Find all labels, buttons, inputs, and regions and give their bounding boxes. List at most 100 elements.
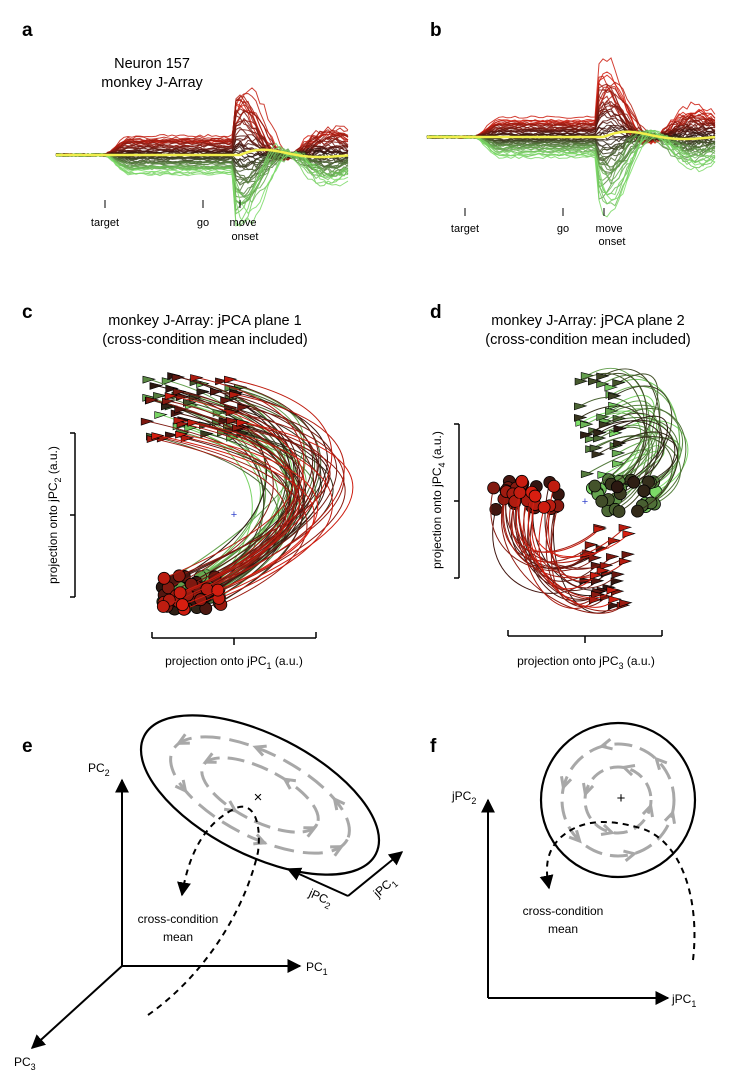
trajectory-c <box>163 378 333 607</box>
trajectory-d <box>617 437 682 492</box>
trajectory-end-c <box>190 374 204 382</box>
panel-b-psth-traces <box>426 57 716 218</box>
trajectory-end-c <box>165 385 179 393</box>
rotation-arrowhead <box>623 849 638 862</box>
trajectory-end-d <box>619 599 633 608</box>
trajectory-c <box>151 399 274 589</box>
trajectory-end-d <box>606 552 620 561</box>
panel-a-event-go: go <box>197 217 209 229</box>
trajectory-c <box>187 411 345 596</box>
panel-c-mean-marker: + <box>231 509 237 521</box>
panel-c-trajectories <box>140 372 354 616</box>
trajectory-end-c <box>196 388 210 396</box>
panel-e-rotation-outer <box>169 735 351 855</box>
panel-c-title-line1: monkey J-Array: jPCA plane 1 <box>108 313 301 329</box>
trajectory-end-d <box>596 413 610 422</box>
trajectory-end-d <box>608 392 622 401</box>
trajectory-c <box>155 384 268 588</box>
panel-b-event-go: go <box>557 223 569 235</box>
panel-e-label-pc2: PC2 <box>88 761 110 778</box>
trajectory-start-d <box>631 504 644 518</box>
trajectory-end-d <box>612 379 626 387</box>
rotation-arrowhead <box>330 845 345 857</box>
trajectory-d <box>602 374 661 482</box>
panel-label-f: f <box>430 736 437 757</box>
trajectory-d <box>617 415 668 488</box>
trajectory-end-c <box>140 417 155 426</box>
panel-a-event-move-line1: move <box>230 217 257 229</box>
trajectory-end-c <box>176 420 191 429</box>
trajectory-end-c <box>142 375 156 384</box>
panel-d-ylabel: projection onto jPC4 (a.u.) <box>430 431 447 569</box>
panel-e-label-pc1: PC1 <box>306 960 328 977</box>
panel-d-trajectories <box>487 367 689 614</box>
trajectory-end-c <box>224 375 238 384</box>
trajectory-d <box>523 496 626 612</box>
trajectory-end-d <box>596 566 611 575</box>
rotation-arrowhead <box>600 823 616 836</box>
trajectory-end-d <box>574 402 588 411</box>
panel-e-mean-cross: × <box>254 789 263 806</box>
panel-c-xlabel: projection onto jPC1 (a.u.) <box>165 654 303 671</box>
trajectory-end-d <box>613 439 627 448</box>
trajectory-end-c <box>200 430 214 438</box>
trajectory-d <box>513 487 618 601</box>
trajectory-end-d <box>612 414 627 423</box>
trajectory-end-d <box>611 570 625 579</box>
trajectory-d <box>502 490 592 563</box>
trajectory-end-c <box>175 430 189 439</box>
trajectory-c <box>157 435 315 591</box>
trajectory-end-c <box>171 373 186 382</box>
trajectory-c <box>162 421 290 603</box>
trajectory-start-c <box>156 600 170 613</box>
trajectory-end-d <box>593 525 607 534</box>
trajectory-end-d <box>613 425 627 433</box>
panel-a-event-target: target <box>91 217 119 229</box>
panel-f-annotation-line2: mean <box>548 922 578 936</box>
trajectory-end-d <box>608 601 622 610</box>
trajectory-c <box>163 376 305 603</box>
trajectory-end-d <box>610 577 625 586</box>
trajectory-start-d <box>588 479 602 493</box>
rotation-arrowhead <box>560 776 573 791</box>
mean-trace <box>56 148 349 159</box>
trajectory-end-d <box>599 561 614 570</box>
panel-f-mean-trajectory <box>539 821 696 961</box>
trajectory-end-d <box>590 590 605 599</box>
panel-c-title-line2: (cross-condition mean included) <box>102 332 308 348</box>
trajectory-c <box>206 393 345 590</box>
panel-e-label-jpc2: jPC2 <box>305 886 335 912</box>
trajectory-d <box>518 481 614 599</box>
trajectory-end-d <box>611 449 626 458</box>
trajectory-start-d <box>528 489 542 503</box>
rotation-arrowhead <box>303 826 318 838</box>
trajectory-c <box>183 421 354 610</box>
panel-label-b: b <box>430 20 442 41</box>
panel-f-mean-cross: + <box>617 790 626 807</box>
trajectory-end-c <box>149 382 163 390</box>
rotation-arrowhead <box>174 779 188 794</box>
panel-f-rotation-outer <box>560 742 676 858</box>
trajectory-end-d <box>593 429 607 437</box>
panel-c-ylabel: projection onto jPC2 (a.u.) <box>46 446 63 584</box>
trajectory-d <box>522 500 596 609</box>
panel-e-rotation-inner <box>200 756 320 834</box>
panel-d-title-line1: monkey J-Array: jPCA plane 2 <box>491 313 684 329</box>
trajectory-end-d <box>596 380 610 389</box>
trajectory-end-c <box>151 432 165 440</box>
trajectory-d <box>586 367 651 506</box>
trajectory-end-d <box>621 550 635 559</box>
trajectory-start-c <box>176 598 189 612</box>
trajectory-start-d <box>489 503 503 516</box>
trajectory-d <box>595 435 673 507</box>
trajectory-d <box>586 420 665 483</box>
trajectory-c <box>163 437 308 605</box>
trajectory-start-d <box>515 474 529 488</box>
panel-e-annotation-line2: mean <box>163 930 193 944</box>
panel-e-label-jpc1: jPC1 <box>370 874 400 904</box>
trajectory-end-d <box>588 377 602 386</box>
trajectory-end-d <box>604 383 618 392</box>
trajectory-c <box>163 390 313 596</box>
rotation-arrowhead <box>282 777 297 790</box>
panel-b: target go move onset <box>426 57 716 248</box>
